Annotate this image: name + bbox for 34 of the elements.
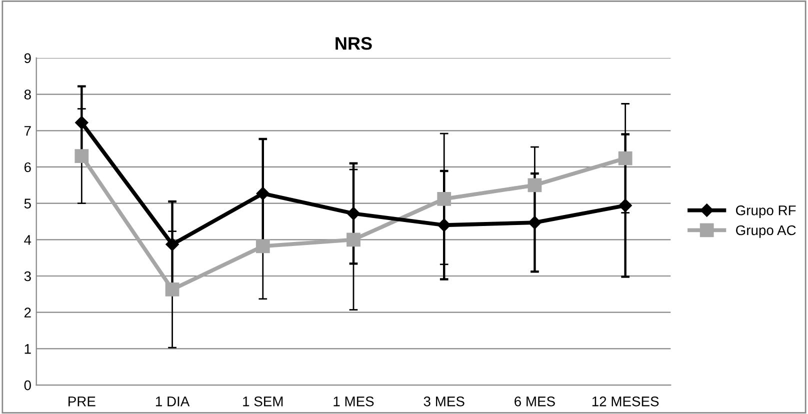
point — [74, 149, 89, 164]
point — [165, 282, 180, 296]
legend-label: Grupo AC — [736, 225, 796, 238]
y-tick-label: 0 — [24, 380, 31, 390]
point — [528, 178, 542, 192]
x-tick-label: 1 MES — [334, 396, 374, 406]
y-tick-label: 3 — [24, 271, 31, 282]
x-tick-label: 1 SEM — [243, 396, 283, 406]
x-tick-label: 1 DIA — [156, 396, 190, 406]
y-tick-label: 7 — [24, 126, 31, 136]
point — [166, 238, 179, 251]
point — [618, 198, 632, 212]
y-tick-label: 5 — [24, 198, 31, 208]
point — [437, 192, 452, 206]
point — [256, 239, 270, 254]
chart-title: NRS — [336, 37, 372, 50]
point — [346, 206, 360, 220]
y-tick-label: 6 — [24, 162, 31, 172]
x-tick-label: 3 MES — [424, 396, 464, 406]
point — [75, 116, 88, 130]
x-tick-label: 12 MESES — [592, 396, 659, 406]
point — [528, 216, 542, 230]
point — [618, 151, 632, 166]
y-tick-label: 9 — [24, 53, 31, 64]
x-tick-label: 6 MES — [514, 396, 555, 406]
x-tick-label: PRE — [68, 396, 96, 406]
legend-label: Grupo RF — [736, 205, 796, 218]
point — [256, 186, 270, 200]
y-tick-label: 2 — [24, 308, 31, 318]
y-tick-label: 1 — [24, 344, 31, 354]
y-tick-label: 4 — [24, 235, 32, 245]
point — [346, 232, 360, 247]
y-tick-label: 8 — [24, 90, 31, 100]
point — [438, 218, 451, 232]
